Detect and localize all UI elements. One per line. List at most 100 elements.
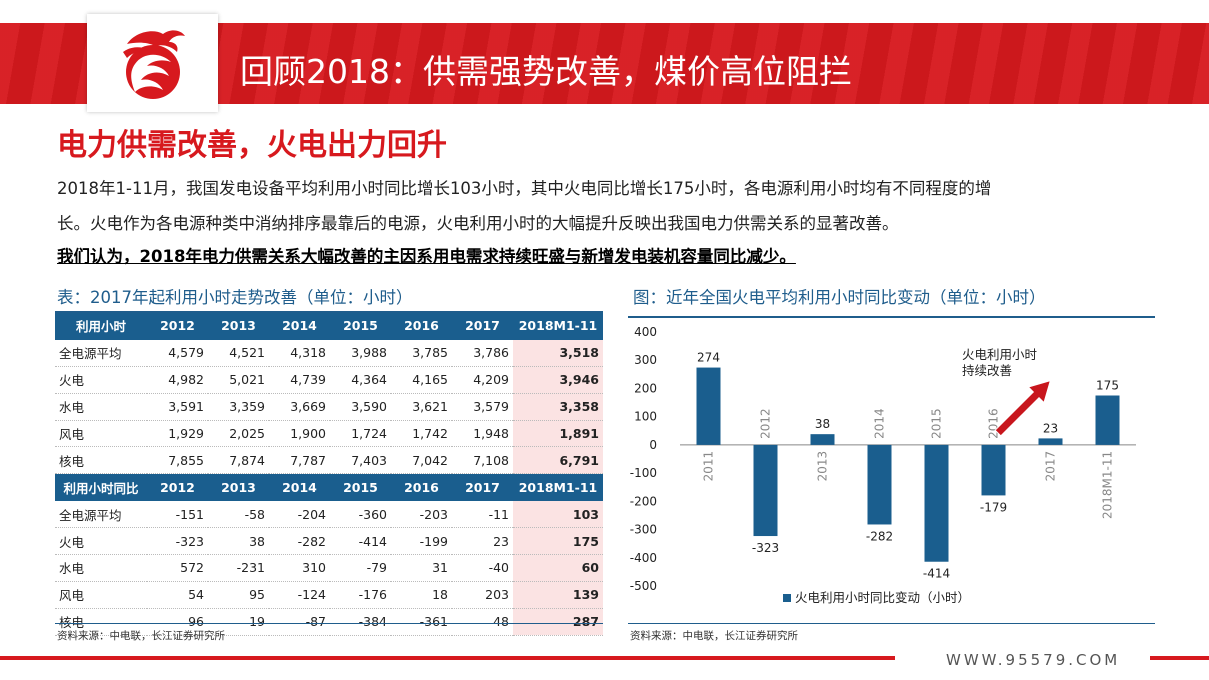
table-row: 风电 1,929 2,025 1,900 1,724 1,742 1,948 1,891: [55, 420, 603, 448]
table-cell: 1,724: [330, 420, 391, 448]
table-cell: -11: [452, 500, 513, 529]
utilization-table: 利用小时 2012 2013 2014 2015 2016 2017 2018M…: [55, 313, 603, 636]
table-cell: 1,891: [513, 420, 603, 448]
bar: [981, 444, 1006, 496]
y-tick-label: -500: [630, 579, 657, 593]
table-cell: -231: [208, 554, 269, 582]
table-cell: 203: [452, 581, 513, 609]
table-cell: -282: [269, 527, 330, 556]
bar: [867, 444, 892, 525]
x-tick-label: 2018M1-11: [1101, 451, 1115, 519]
y-tick-label: -300: [630, 523, 657, 537]
table-cell: 7,403: [330, 446, 391, 475]
table-cell: -323: [147, 527, 208, 556]
table-header-cell: 2018M1-11: [513, 473, 603, 502]
bar-value-label: -414: [923, 567, 950, 581]
bar: [753, 444, 778, 537]
bar-value-label: -282: [866, 529, 893, 543]
table-cell: 风电: [55, 420, 147, 448]
bar: [696, 367, 721, 445]
table-cell: -360: [330, 500, 391, 529]
table-header-cell: 2017: [452, 473, 513, 502]
table-header-cell: 2018M1-11: [513, 313, 603, 340]
table-cell: -204: [269, 500, 330, 529]
table-cell: -176: [330, 581, 391, 609]
chart-source: 资料来源：中电联，长江证券研究所: [630, 630, 798, 642]
footer-rule-right: [1150, 656, 1209, 660]
table-header-cell: 利用小时: [55, 313, 147, 340]
table-cell: 38: [208, 527, 269, 556]
table-cell: 3,988: [330, 339, 391, 367]
table-cell: 1,742: [391, 420, 452, 448]
table-cell: -79: [330, 554, 391, 582]
table-cell: 54: [147, 581, 208, 609]
table-cell: 2,025: [208, 420, 269, 448]
y-tick-label: -400: [630, 551, 657, 565]
bar: [810, 434, 835, 445]
bar-value-label: -179: [980, 500, 1007, 514]
table-caption: 表：2017年起利用小时走势改善（单位：小时）: [57, 288, 413, 307]
table-cell: 全电源平均: [55, 339, 147, 367]
arrow-shape: [994, 379, 1052, 437]
table-cell: 7,042: [391, 446, 452, 475]
x-tick-label: 2016: [987, 408, 1001, 439]
table-cell: 7,787: [269, 446, 330, 475]
table-cell: 103: [513, 500, 603, 529]
table-header-cell: 2017: [452, 313, 513, 340]
table-header-cell: 2015: [330, 473, 391, 502]
table-cell: 3,669: [269, 393, 330, 421]
y-tick-label: 0: [649, 438, 657, 452]
table-cell: 4,318: [269, 339, 330, 367]
x-tick-label: 2013: [816, 451, 830, 482]
logo: [87, 14, 218, 112]
table-header-cell: 2016: [391, 473, 452, 502]
paragraph-1: 2018年1-11月，我国发电设备平均利用小时同比增长103小时，其中火电同比增…: [57, 179, 992, 198]
table-cell: -203: [391, 500, 452, 529]
table-cell: 1,900: [269, 420, 330, 448]
table-cell: 7,108: [452, 446, 513, 475]
table-cell: 水电: [55, 554, 147, 582]
table-cell: -414: [330, 527, 391, 556]
table-row: 火电 4,982 5,021 4,739 4,364 4,165 4,209 3,946: [55, 366, 603, 394]
table-cell: 7,855: [147, 446, 208, 475]
table-cell: 5,021: [208, 366, 269, 394]
footer-url: WWW.95579.COM: [946, 651, 1121, 669]
table-cell: -58: [208, 500, 269, 529]
legend-swatch: [783, 594, 791, 602]
table-header-cell: 2014: [269, 313, 330, 340]
table-cell: 310: [269, 554, 330, 582]
table-cell: 3,359: [208, 393, 269, 421]
y-tick-label: 200: [634, 381, 657, 395]
table-cell: -124: [269, 581, 330, 609]
table-cell: 1,948: [452, 420, 513, 448]
table-cell: 3,946: [513, 366, 603, 394]
bar-value-label: 175: [1096, 379, 1119, 393]
chart-bottom-rule: [628, 623, 1155, 624]
table-caption-rule: [55, 311, 603, 313]
table-cell: 3,591: [147, 393, 208, 421]
chart-caption-rule: [628, 316, 1155, 318]
table-header-cell: 2013: [208, 313, 269, 340]
table-header-cell: 2013: [208, 473, 269, 502]
table-cell: 31: [391, 554, 452, 582]
y-tick-label: -100: [630, 466, 657, 480]
y-tick-label: -200: [630, 494, 657, 508]
table-header-cell: 2014: [269, 473, 330, 502]
table-cell: 4,364: [330, 366, 391, 394]
annotation-text: 火电利用小时: [962, 347, 1038, 362]
table-cell: 23: [452, 527, 513, 556]
table-cell: 287: [513, 608, 603, 636]
table-cell: 19: [208, 608, 269, 636]
legend-label: 火电利用小时同比变动（小时）: [795, 590, 970, 605]
footer-rule-left: [0, 656, 895, 660]
chart-caption: 图：近年全国火电平均利用小时同比变动（单位：小时）: [633, 288, 1046, 307]
table-cell: 水电: [55, 393, 147, 421]
table-cell: 1,929: [147, 420, 208, 448]
table-cell: 3,518: [513, 339, 603, 367]
table-row: 核电 96 19 -87 -384 -361 48 287: [55, 608, 603, 636]
table-header-row: 利用小时 2012 2013 2014 2015 2016 2017 2018M…: [55, 313, 603, 340]
table-header-cell: 2015: [330, 313, 391, 340]
section-title: 电力供需改善，火电出力回升: [57, 128, 447, 163]
x-tick-label: 2017: [1044, 451, 1058, 482]
table-cell: 3,621: [391, 393, 452, 421]
